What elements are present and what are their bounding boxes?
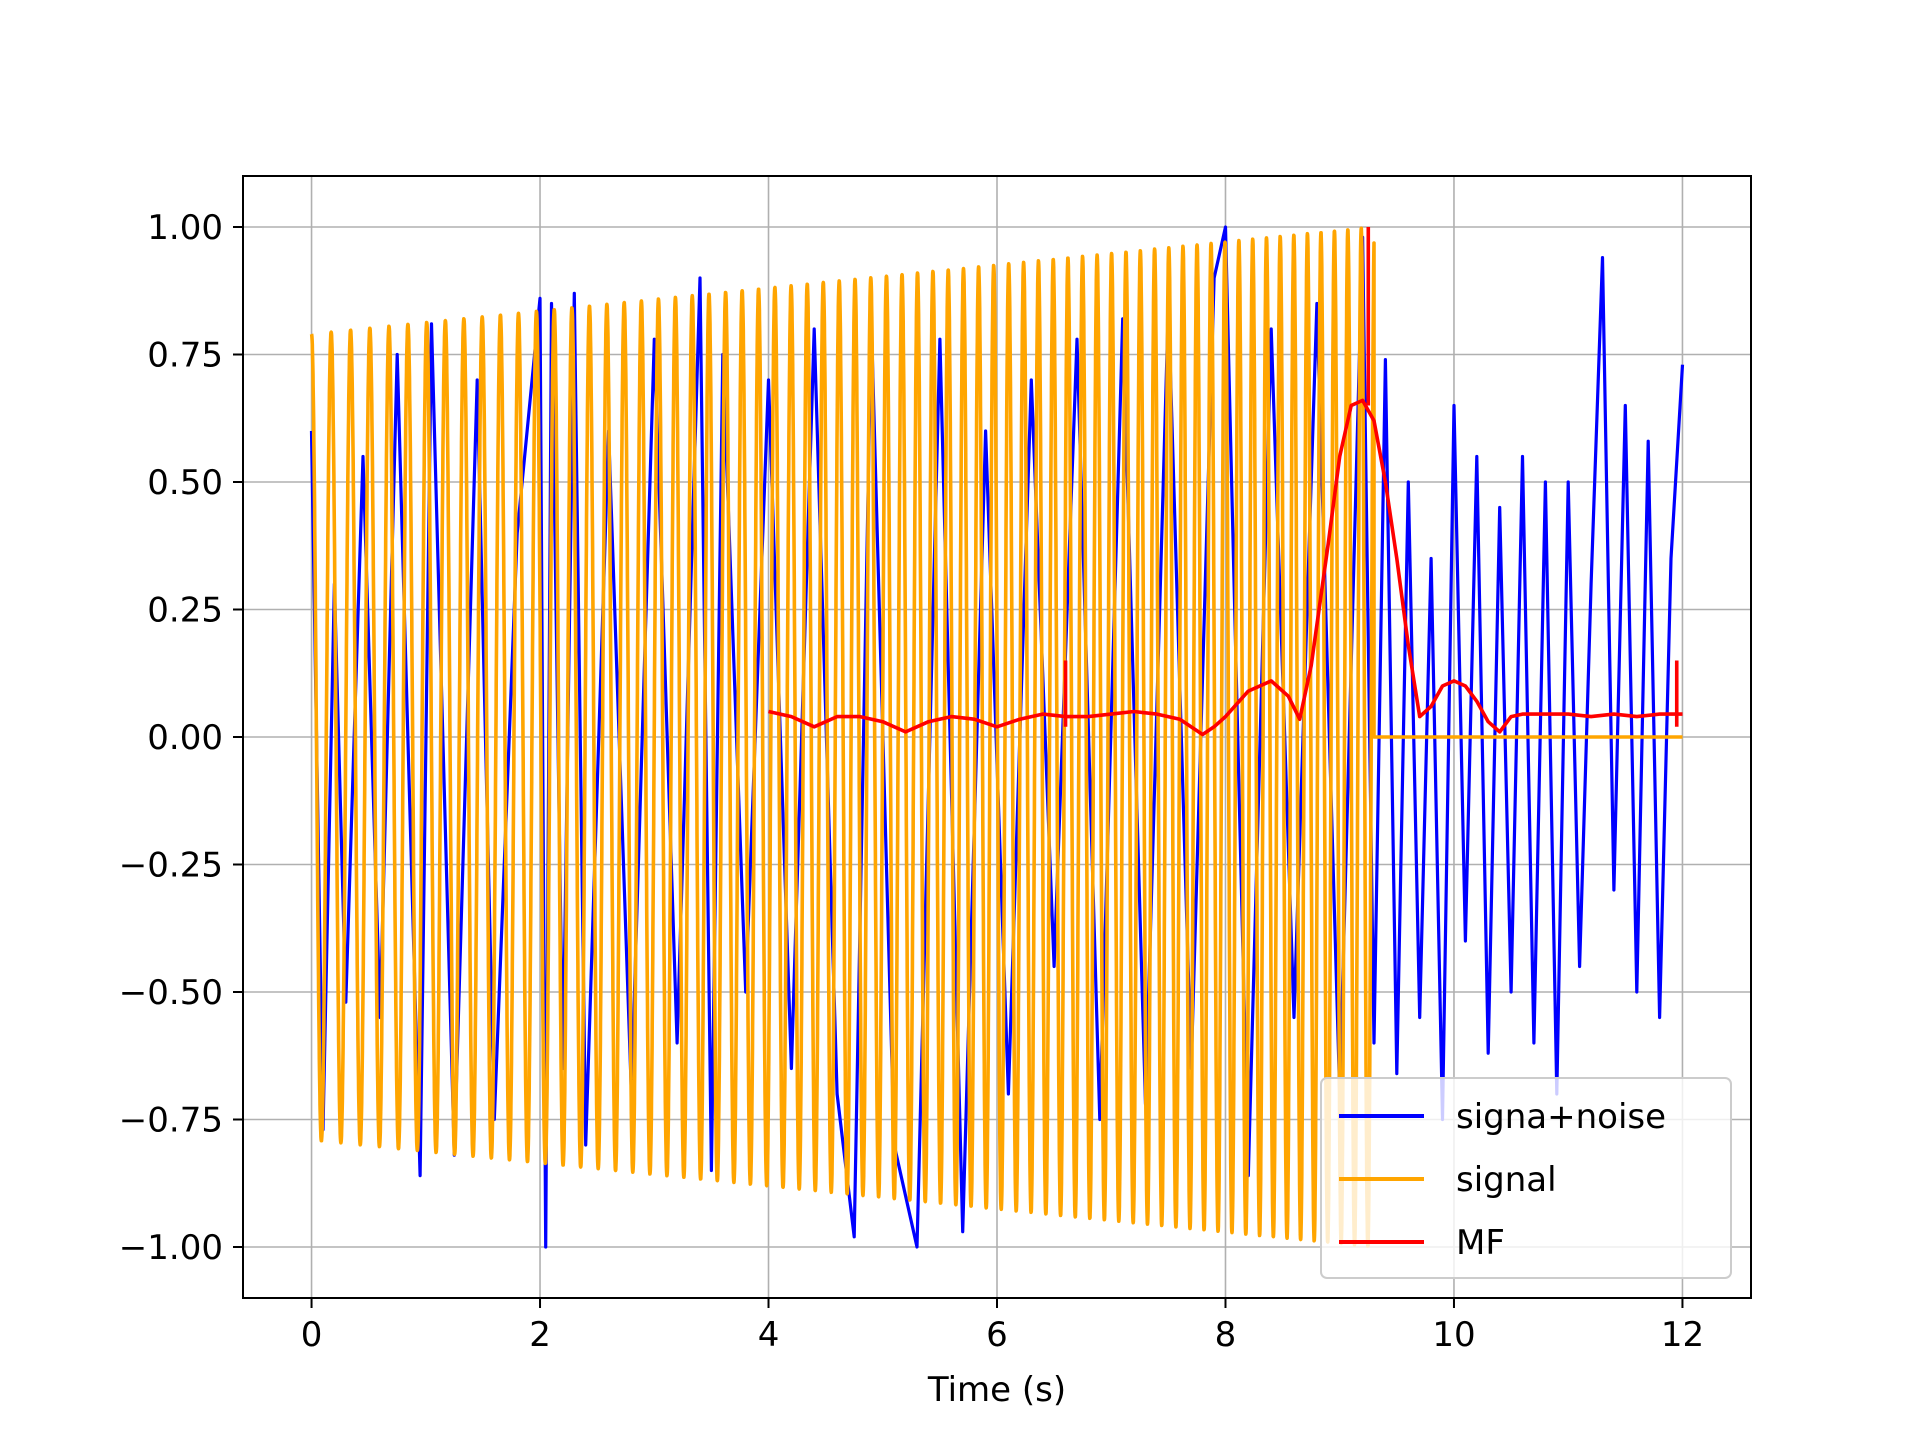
x-tick-label: 6	[986, 1315, 1008, 1355]
x-tick-label: 12	[1661, 1315, 1704, 1355]
legend-box	[1320, 1077, 1732, 1279]
y-tick-label: −0.25	[119, 846, 223, 886]
x-tick-label: 8	[1215, 1315, 1237, 1355]
legend-label: MF	[1456, 1223, 1505, 1263]
x-tick-label: 10	[1432, 1315, 1475, 1355]
x-axis-label: Time (s)	[927, 1370, 1066, 1410]
x-tick-label: 4	[758, 1315, 780, 1355]
y-tick-label: 1.00	[147, 208, 223, 248]
x-axis-ticks: 0 2 4 6 8 10 12	[301, 1298, 1704, 1355]
y-tick-label: 0.50	[147, 463, 223, 503]
y-axis-ticks: 1.00 0.75 0.50 0.25 0.00 −0.25 −0.50 −0.75 −1.00	[119, 208, 243, 1268]
y-tick-label: −1.00	[119, 1228, 223, 1268]
legend-label: signal	[1456, 1160, 1557, 1200]
x-tick-label: 0	[301, 1315, 323, 1355]
y-tick-label: 0.00	[147, 718, 223, 758]
y-tick-label: 0.75	[147, 336, 223, 376]
series-line-signal	[309, 226, 1683, 1248]
series-layer	[309, 225, 1685, 1249]
y-tick-label: −0.50	[119, 973, 223, 1013]
y-tick-label: −0.75	[119, 1101, 223, 1141]
legend-label: signa+noise	[1456, 1097, 1666, 1137]
x-tick-label: 2	[529, 1315, 551, 1355]
series-line-mf	[768, 398, 1683, 737]
legend: signa+noise signal MF	[1320, 1077, 1732, 1279]
y-tick-label: 0.25	[147, 591, 223, 631]
